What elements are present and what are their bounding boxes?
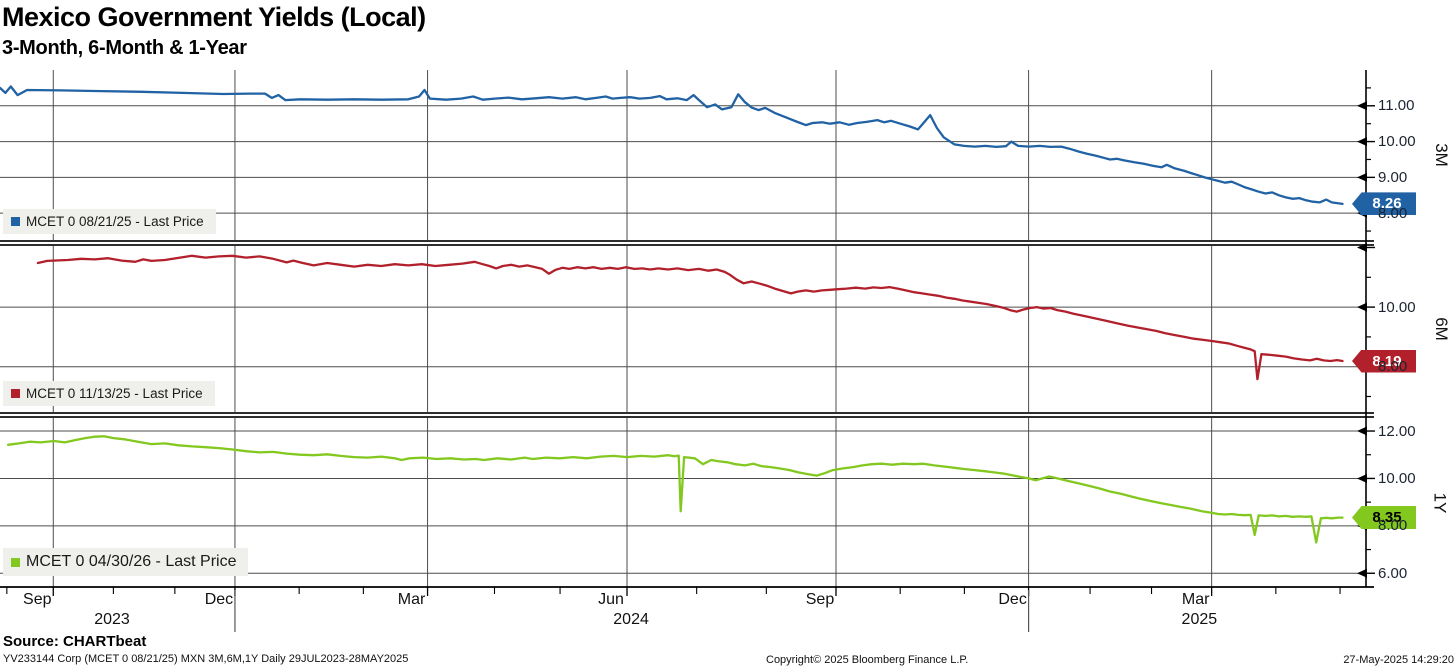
last-price-badge-1y: 8.35 [1352, 506, 1416, 530]
y-axis-tick-label: 12.00 [1378, 422, 1416, 440]
y-axis-tick-label: 9.00 [1378, 168, 1408, 186]
y-axis-tick-label: 11.00 [1378, 97, 1415, 115]
x-axis-year-label: 2025 [1181, 611, 1218, 628]
y-axis-tick-label: 10.00 [1378, 133, 1416, 151]
y-axis-tick-label: 8.00 [1378, 358, 1408, 376]
copyright-text: Copyright© 2025 Bloomberg Finance L.P. [766, 654, 969, 666]
y-axis-tick-label: 6.00 [1378, 564, 1408, 582]
panel-axis-title-3m: 3M [1431, 143, 1451, 167]
x-axis-month-label: Jun [598, 591, 624, 608]
x-axis-month-label: Mar [1181, 591, 1210, 608]
timestamp: 27-May-2025 14:29:20 [1343, 654, 1454, 666]
legend-3m: MCET 0 08/21/25 - Last Price [3, 209, 216, 234]
y-axis-tick-label: 10.00 [1378, 298, 1416, 316]
chart-subtitle: 3-Month, 6-Month & 1-Year [2, 37, 247, 59]
series-line-3m [0, 85, 1344, 206]
x-axis-month-label: Dec [998, 591, 1027, 608]
x-axis-year-label: 2024 [613, 611, 649, 628]
source-label: Source: CHARTbeat [3, 633, 147, 650]
x-axis-month-label: Dec [204, 591, 234, 608]
panel-axis-title-6m: 6M [1431, 317, 1451, 341]
legend-swatch-1y [11, 557, 20, 567]
legend-label-1y: MCET 0 04/30/26 - Last Price [26, 553, 237, 570]
x-axis-month-label: Sep [23, 591, 52, 608]
series-line-6m [36, 254, 1344, 381]
legend-label-6m: MCET 0 11/13/25 - Last Price [26, 386, 203, 401]
legend-1y: MCET 0 04/30/26 - Last Price [3, 548, 249, 576]
legend-swatch-3m [11, 217, 20, 226]
panel-axis-title-1y: 1Y [1430, 492, 1450, 513]
series-line-1y [6, 435, 1344, 544]
legend-6m: MCET 0 11/13/25 - Last Price [3, 381, 215, 406]
x-axis-month-label: Mar [397, 591, 426, 608]
last-price-badge-3m: 8.26 [1352, 192, 1416, 216]
y-axis-tick-label: 8.00 [1378, 204, 1408, 222]
last-price-badge-6m: 8.19 [1352, 349, 1416, 373]
legend-label-3m: MCET 0 08/21/25 - Last Price [26, 214, 204, 229]
y-axis-tick-label: 10.00 [1378, 469, 1416, 487]
terminal-info-line: YV233144 Corp (MCET 0 08/21/25) MXN 3M,6… [3, 653, 409, 665]
x-axis-month-label: Sep [805, 591, 835, 608]
x-axis-year-label: 2023 [94, 611, 130, 628]
legend-swatch-6m [11, 389, 20, 398]
chart-title: Mexico Government Yields (Local) [2, 2, 426, 32]
y-axis-tick-label: 8.00 [1378, 517, 1408, 535]
